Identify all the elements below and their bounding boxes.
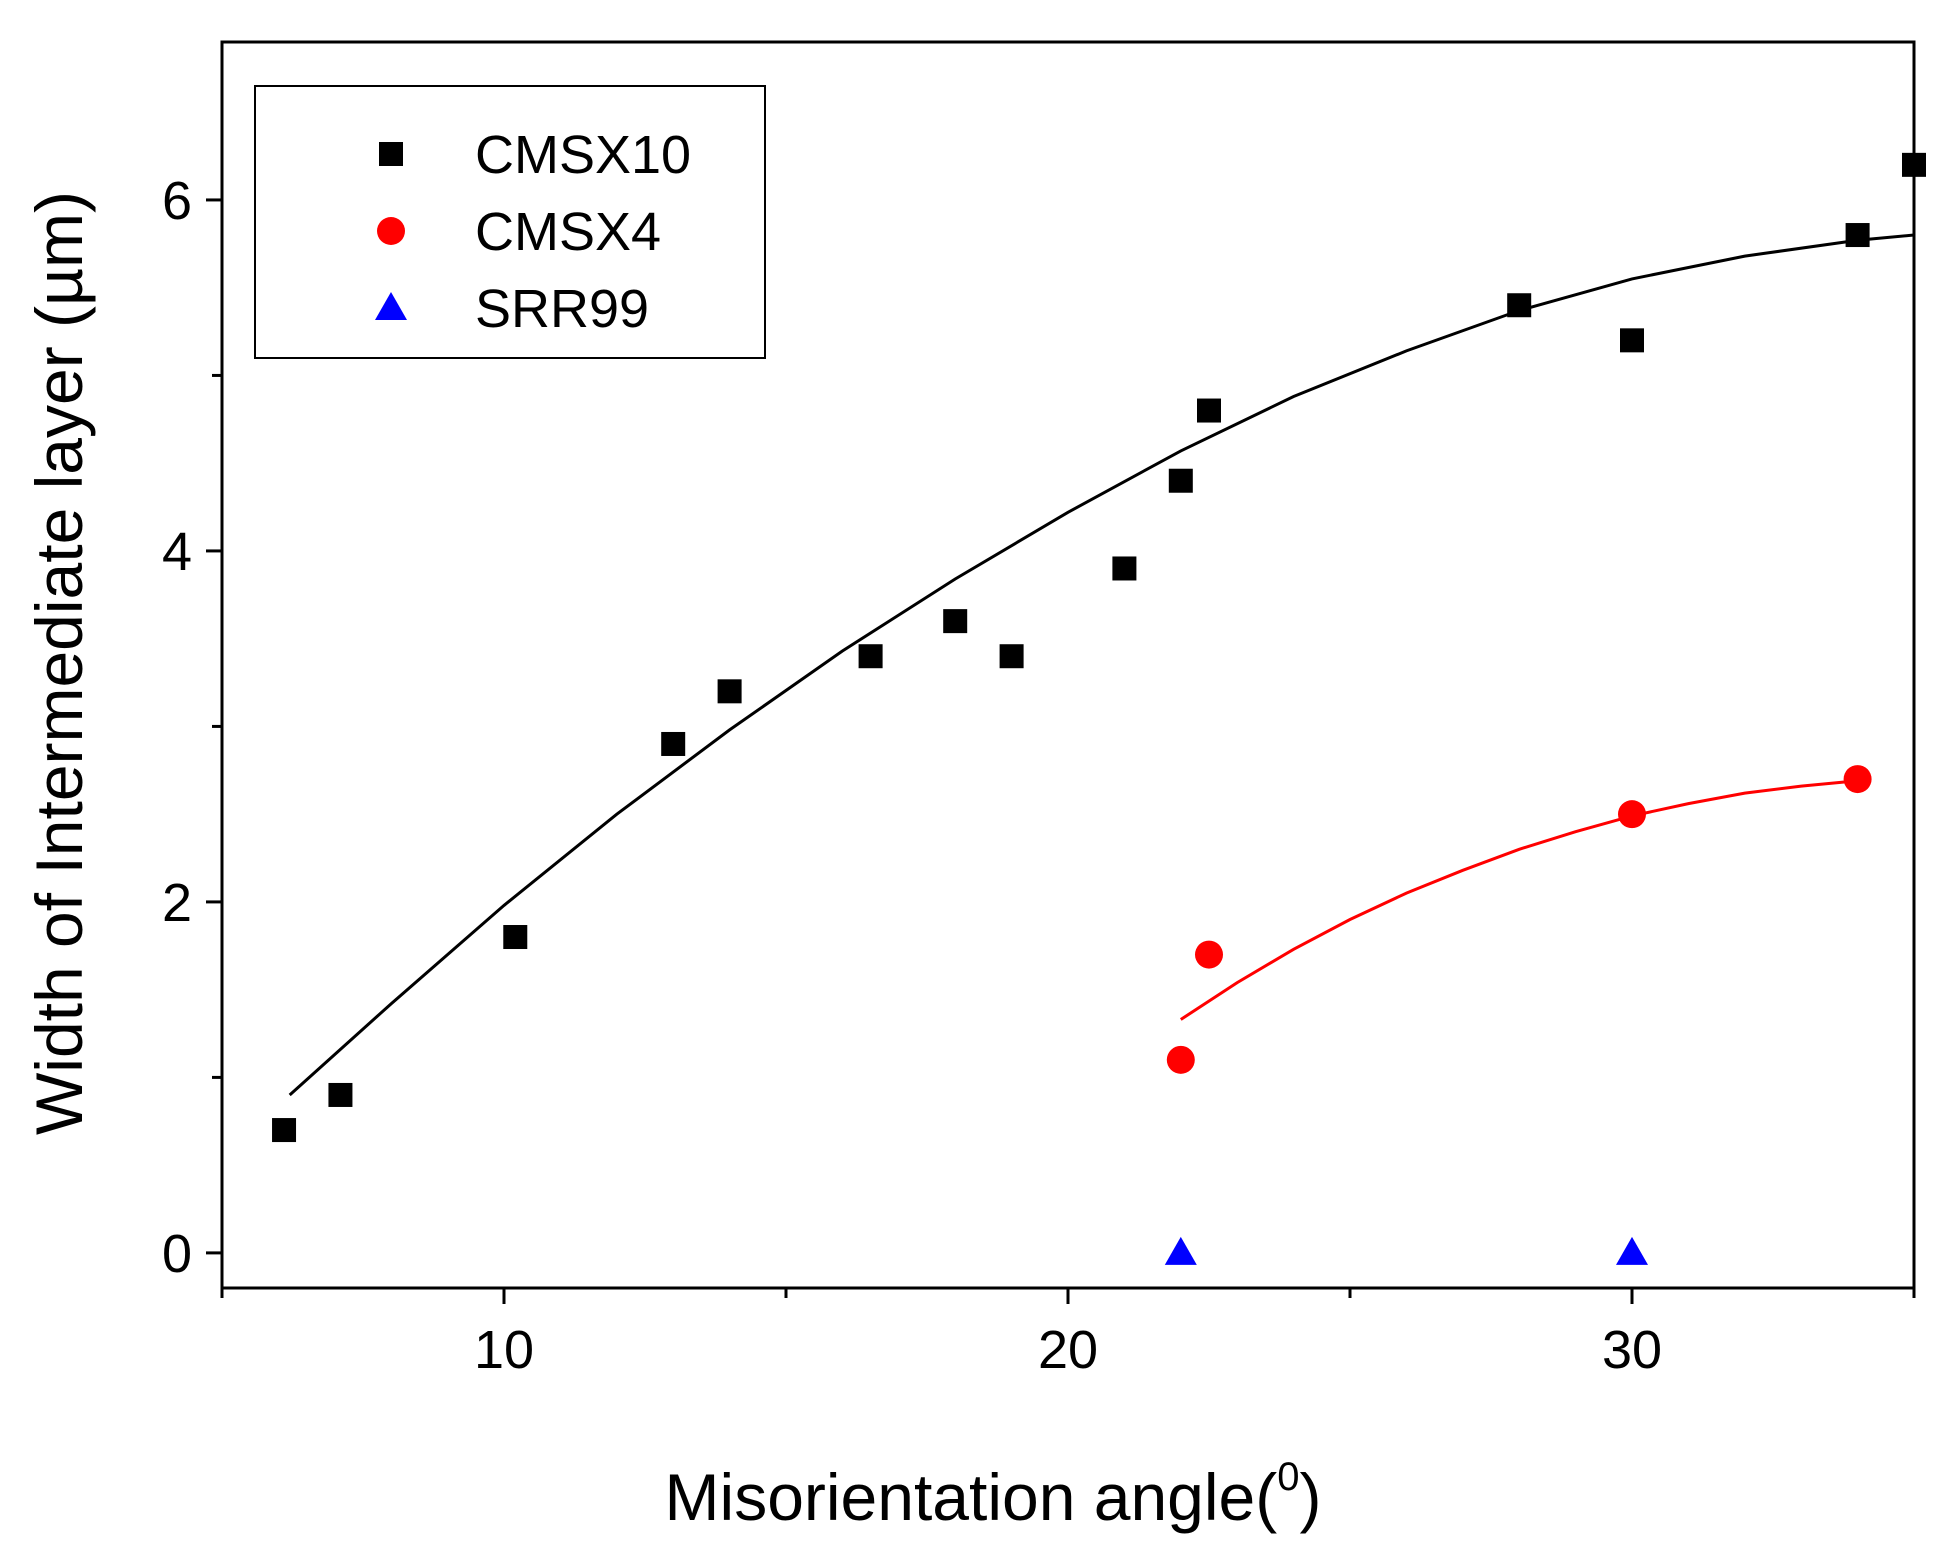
y-tick-label: 2 — [162, 873, 192, 933]
legend-marker — [377, 217, 405, 245]
legend: CMSX10 CMSX4 SRR99 — [254, 85, 766, 359]
cmsx10-point — [328, 1082, 353, 1107]
legend-marker — [379, 142, 403, 166]
cmsx10-point — [272, 1118, 297, 1143]
x-tick-label: 30 — [1602, 1320, 1662, 1380]
cmsx4-series — [1166, 765, 1872, 1074]
cmsx10-point — [503, 925, 528, 950]
cmsx10-point — [1197, 398, 1221, 423]
legend-entry-cmsx10: CMSX10 — [379, 125, 691, 185]
x-tick-label: 10 — [474, 1320, 534, 1380]
cmsx4-point — [1843, 765, 1872, 794]
cmsx10-point — [1620, 328, 1644, 353]
y-axis: 0 2 4 6 — [162, 171, 222, 1284]
cmsx10-point — [1845, 223, 1870, 248]
y-tick-label: 0 — [162, 1224, 192, 1284]
cmsx10-point — [717, 679, 742, 704]
legend-label: CMSX4 — [475, 202, 661, 262]
cmsx10-point — [1168, 468, 1193, 493]
cmsx4-point — [1166, 1045, 1195, 1074]
cmsx10-fit-curve — [288, 233, 1915, 1097]
y-tick-label: 6 — [162, 171, 192, 231]
legend-label: CMSX10 — [475, 125, 691, 185]
cmsx4-fit-curve — [1179, 779, 1858, 1021]
cmsx10-series — [272, 152, 1926, 1143]
cmsx10-point — [943, 609, 968, 634]
legend-marker — [375, 292, 407, 320]
legend-entry-cmsx4: CMSX4 — [377, 202, 661, 262]
legend-label: SRR99 — [475, 279, 649, 339]
x-axis-title: Misorientation angle(0) — [665, 1455, 1322, 1534]
cmsx10-point — [1112, 556, 1137, 581]
cmsx4-point — [1195, 940, 1223, 969]
cmsx10-point — [1902, 152, 1926, 177]
data-markers — [272, 152, 1926, 1265]
srr99-series — [1164, 1236, 1648, 1265]
cmsx10-point — [858, 644, 883, 669]
cmsx10-point — [661, 731, 686, 756]
y-tick-label: 4 — [162, 522, 192, 582]
fit-lines — [288, 233, 1915, 1097]
legend-entry-srr99: SRR99 — [375, 279, 649, 339]
srr99-point — [1616, 1236, 1648, 1265]
cmsx4-point — [1618, 800, 1646, 829]
x-axis: 10 20 30 — [220, 1288, 1916, 1380]
y-axis-title: Width of Intermediate layer (µm) — [22, 191, 96, 1135]
x-tick-label: 20 — [1038, 1320, 1098, 1380]
legend-box — [254, 85, 766, 359]
cmsx10-point — [1507, 293, 1532, 318]
srr99-point — [1164, 1236, 1197, 1265]
cmsx10-point — [999, 644, 1024, 669]
